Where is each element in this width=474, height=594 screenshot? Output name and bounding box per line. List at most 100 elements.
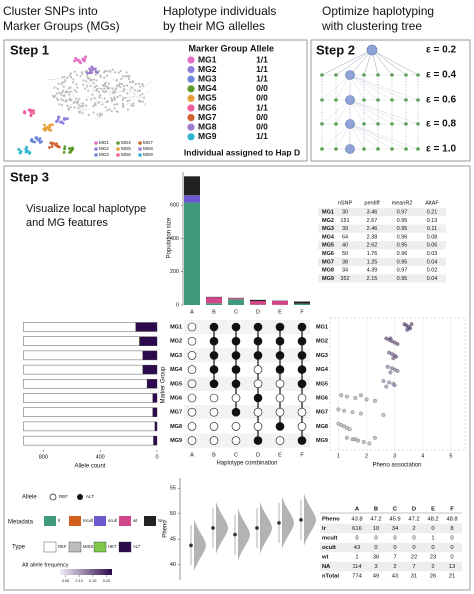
tree-node: [362, 147, 366, 151]
cloud-dot: [70, 76, 73, 79]
cloud-dot: [99, 75, 102, 78]
cloud-dot: [137, 82, 141, 85]
cloud-link: [48, 78, 61, 80]
allele-dot: [253, 322, 263, 332]
mean-point: [255, 526, 259, 530]
legend-swatch: [94, 516, 106, 526]
cloud-dot: [71, 81, 75, 84]
cloud-dot: [120, 82, 124, 86]
cloud-dot: [88, 77, 91, 80]
cloud-dot: [108, 108, 111, 111]
point: [373, 435, 377, 440]
bar-segment: [154, 421, 158, 432]
mean-point: [277, 521, 281, 525]
cloud-dot: [78, 110, 81, 113]
allele-dot: [253, 365, 263, 374]
cloud-dot: [66, 91, 69, 94]
cloud-dot: [130, 86, 133, 89]
header-text: Haplotype individuals: [163, 4, 276, 18]
x-tick-label: F: [300, 309, 304, 315]
allele-dot: [253, 422, 263, 431]
allele-dot: [275, 422, 285, 431]
allele-dot: [231, 336, 241, 346]
cloud-dot: [86, 76, 89, 79]
tree-edge: [349, 99, 379, 125]
cloud-dot: [113, 103, 116, 106]
cluster-dot: [49, 128, 53, 132]
allele-value: 0/0: [256, 93, 268, 103]
cloud-link: [141, 80, 152, 90]
cloud-link: [85, 80, 93, 86]
table-cell: 0.95: [397, 276, 408, 282]
cloud-dot: [63, 95, 66, 98]
allele-value: 1/1: [256, 73, 268, 83]
point: [350, 410, 355, 415]
cloud-dot: [62, 99, 65, 102]
cloud-dot: [77, 106, 80, 110]
cloud-dot: [68, 93, 71, 96]
cloud-dot: [76, 99, 80, 103]
bar-segment: [294, 303, 310, 305]
point: [373, 398, 377, 403]
cloud-link: [80, 106, 86, 110]
cluster-dot: [79, 61, 83, 65]
table-cell: 47.2: [408, 517, 419, 523]
tree-edge: [349, 74, 407, 101]
row-label: MG7: [316, 410, 328, 416]
cluster-dot: [87, 71, 91, 75]
x-tick-label: 1: [337, 453, 340, 459]
legend-swatch: [94, 141, 98, 145]
cluster-dot: [33, 140, 37, 144]
cloud-dot: [98, 94, 102, 97]
table-cell: 0: [412, 536, 415, 542]
cloud-dot: [53, 86, 56, 89]
cloud-dot: [54, 94, 57, 97]
y-tick-label: 55: [170, 486, 176, 492]
cloud-dot: [113, 107, 116, 110]
cloud-dot: [76, 86, 79, 89]
legend-label: HET: [108, 544, 117, 549]
allele-dot: [187, 322, 197, 332]
cloud-dot: [125, 84, 129, 87]
legend-swatch: [116, 147, 120, 151]
row-label: MG3: [170, 353, 182, 359]
x-tick-label: E: [278, 309, 282, 315]
table-cell: MG5: [322, 243, 334, 249]
bar-segment: [23, 364, 143, 375]
tree-edge: [321, 49, 373, 76]
cloud-dot: [95, 84, 98, 87]
row-label: MG5: [170, 381, 182, 387]
table-header: perdiff: [364, 200, 380, 206]
cloud-dot: [139, 85, 142, 88]
point: [391, 356, 396, 361]
point: [344, 435, 349, 440]
x-tick-label: 5: [449, 453, 452, 459]
cloud-dot: [122, 105, 125, 109]
cloud-dot: [94, 73, 97, 76]
allele-dot: [231, 379, 241, 389]
table-cell: 1.25: [367, 259, 378, 265]
table-band: [318, 207, 446, 217]
table-band: [320, 523, 462, 534]
bar-segment: [23, 393, 153, 403]
allele-dot: [187, 393, 197, 403]
cloud-dot: [138, 94, 142, 97]
step1-box: [3, 39, 308, 162]
point: [339, 393, 344, 398]
point: [395, 369, 400, 373]
y-tick-label: 200: [170, 269, 179, 275]
table-cell: 22: [411, 555, 417, 561]
legend-label: MG4: [121, 140, 131, 145]
legend-swatch: [144, 516, 156, 526]
cloud-dot: [126, 92, 129, 95]
table-band: [318, 274, 446, 283]
tree-node-selected: [345, 70, 355, 80]
legend-label: MG8: [143, 146, 153, 151]
allele-dot: [275, 379, 285, 389]
row-label: MG7: [170, 410, 182, 416]
cloud-dot: [111, 87, 114, 90]
allele-dot: [275, 336, 285, 346]
table-cell: 0.21: [427, 209, 438, 215]
assignment-note: Individual assigned to Hap D: [184, 147, 300, 157]
